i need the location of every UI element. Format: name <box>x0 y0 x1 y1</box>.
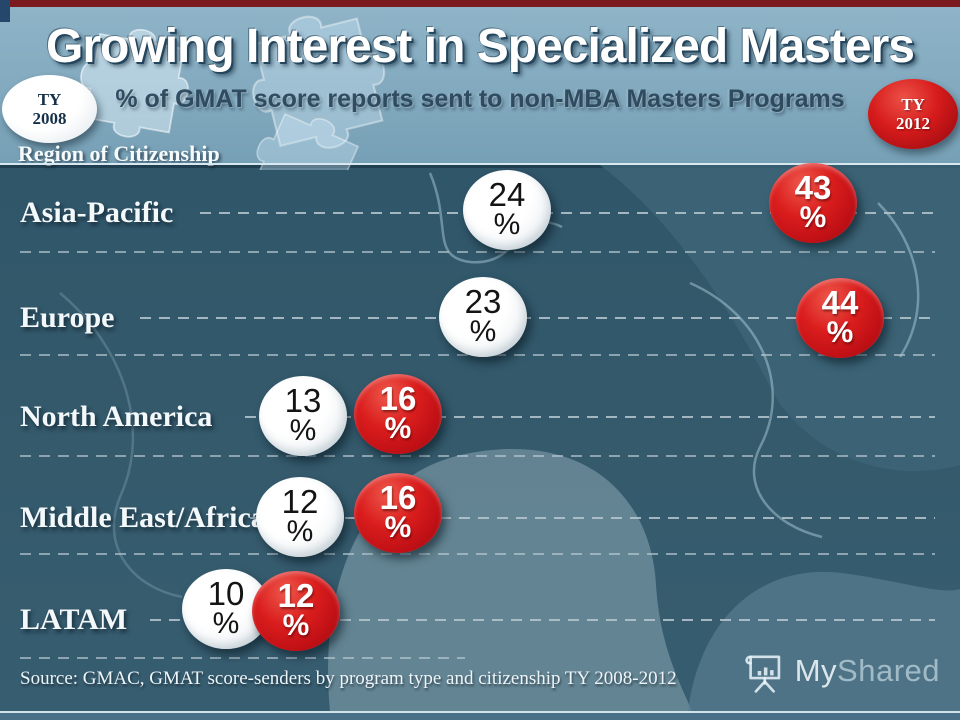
percent-sign: % <box>212 607 240 641</box>
percent-sign: % <box>384 412 412 446</box>
region-label-middle-east-africa: Middle East/Africa <box>20 501 266 534</box>
percent-sign: % <box>799 201 827 235</box>
bubble-value: 43 <box>794 169 832 207</box>
chart-area <box>0 165 960 711</box>
watermark-text-shared: Shared <box>837 653 940 688</box>
separator-line-5 <box>20 657 465 659</box>
watermark-text: MyShared <box>795 653 940 689</box>
top-left-corner-chip <box>0 0 10 22</box>
region-label-europe: Europe <box>20 301 115 334</box>
leader-line-europe <box>140 317 935 319</box>
bubble-value: 16 <box>379 479 417 517</box>
bubble-ty2008-north-america: 13 % <box>259 376 347 456</box>
bottom-divider-line <box>0 711 960 713</box>
legend-badge-ty2008-line2: 2008 <box>32 109 67 128</box>
source-note: Source: GMAC, GMAT score-senders by prog… <box>20 668 677 689</box>
bubble-ty2008-europe: 23 % <box>439 277 527 357</box>
myshared-watermark[interactable]: MyShared <box>740 648 940 694</box>
bubble-ty2008-asia-pacific: 24 % <box>463 170 551 250</box>
legend-badge-ty2012-line2: 2012 <box>896 114 930 133</box>
legend-badge-ty2008: TY 2008 <box>2 75 97 143</box>
region-label-asia-pacific: Asia-Pacific <box>20 196 174 229</box>
slide-subtitle: % of GMAT score reports sent to non-MBA … <box>115 85 845 113</box>
bubble-value: 44 <box>821 284 859 322</box>
bubble-ty2008-middle-east-africa: 12 % <box>256 477 344 557</box>
separator-line-3 <box>20 455 935 457</box>
bubble-value: 12 <box>281 483 319 521</box>
region-label-latam: LATAM <box>20 603 128 636</box>
top-accent-strip <box>0 0 960 7</box>
percent-sign: % <box>469 315 497 349</box>
bubble-ty2012-north-america: 16 % <box>354 374 442 454</box>
header-divider-line <box>0 163 960 165</box>
percent-sign: % <box>384 511 412 545</box>
bubble-value: 13 <box>284 382 322 420</box>
easel-chart-icon <box>745 655 780 693</box>
bubble-ty2012-latam: 12 % <box>252 571 340 651</box>
legend-badge-ty2012-line1: TY <box>901 94 925 114</box>
bubble-ty2012-europe: 44 % <box>796 278 884 358</box>
bubble-ty2012-middle-east-africa: 16 % <box>354 473 442 553</box>
percent-sign: % <box>282 609 310 643</box>
bubble-value: 16 <box>379 380 417 418</box>
leader-line-asia-pacific <box>200 212 935 214</box>
region-axis-label: Region of Citizenship <box>18 141 220 166</box>
percent-sign: % <box>826 316 854 350</box>
bubble-value: 10 <box>207 575 245 613</box>
legend-badge-ty2008-line1: TY <box>37 89 62 109</box>
region-label-north-america: North America <box>20 400 213 433</box>
slide-header: Growing Interest in Specialized Masters … <box>0 7 960 170</box>
watermark-text-my: My <box>794 653 838 688</box>
bubble-ty2012-asia-pacific: 43 % <box>769 163 857 243</box>
percent-sign: % <box>286 515 314 549</box>
leader-line-north-america <box>245 416 935 418</box>
bubble-value: 23 <box>464 283 502 321</box>
percent-sign: % <box>289 414 317 448</box>
percent-sign: % <box>493 208 521 242</box>
bottom-accent-strip <box>0 713 960 720</box>
separator-line-4 <box>20 553 935 555</box>
bubble-value: 24 <box>488 176 526 214</box>
separator-line-1 <box>20 251 935 253</box>
legend-badge-ty2012: TY 2012 <box>868 79 958 149</box>
slide-title: Growing Interest in Specialized Masters <box>46 20 915 73</box>
leader-line-middle-east-africa <box>250 517 935 519</box>
bubble-value: 12 <box>277 577 315 615</box>
